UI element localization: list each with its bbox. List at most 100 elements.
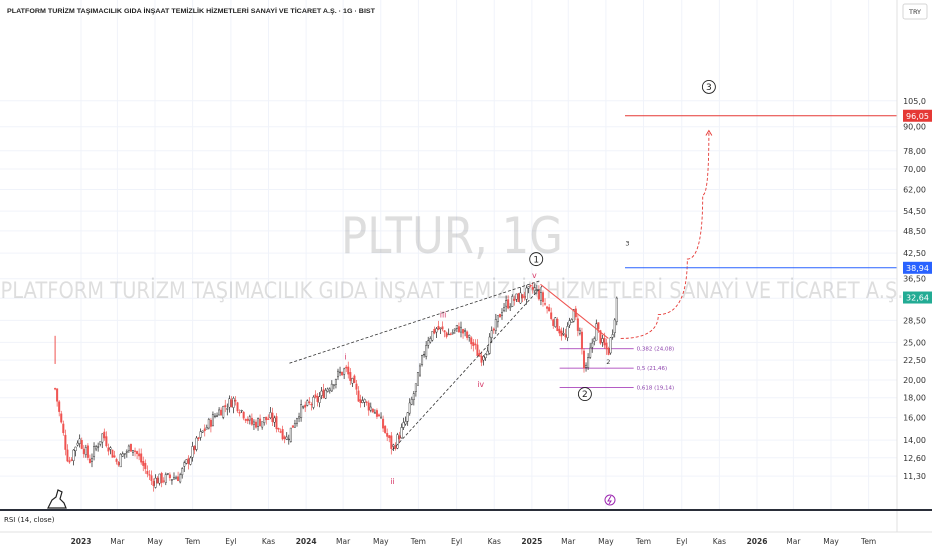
candle-body (88, 458, 91, 463)
candle-body (261, 421, 264, 428)
candle-body (560, 330, 563, 337)
currency-button[interactable]: TRY (902, 3, 928, 20)
y-tick-label: 62,00 (903, 185, 926, 194)
candle-body (328, 388, 331, 391)
currency-label: TRY (908, 8, 921, 16)
candle-body (152, 481, 155, 486)
watermark-company: PLATFORM TURİZM TAŞIMACILIK GIDA İNŞAAT … (1, 276, 904, 304)
candle-body (478, 353, 481, 357)
candle-body (566, 326, 569, 339)
candle-body (462, 329, 465, 334)
candle-body (410, 399, 413, 405)
candle-body (113, 455, 116, 458)
candle-body (482, 356, 485, 361)
candle-body (304, 404, 307, 408)
candle-body (148, 474, 151, 476)
y-tick-label: 70,00 (903, 165, 926, 174)
candle-body (353, 375, 356, 383)
candle-body (375, 410, 378, 417)
candle-body (144, 462, 147, 470)
candle-body (267, 418, 270, 420)
symbol-title: PLATFORM TURİZM TAŞIMACILIK GIDA İNŞAAT … (7, 7, 375, 15)
wave-label: 3 (625, 239, 629, 247)
rsi-indicator-label[interactable]: RSI (14, close) (4, 516, 55, 524)
candle-body (330, 383, 333, 392)
candle-body (222, 406, 225, 418)
watermark: PLTUR, 1G PLATFORM TURİZM TAŞIMACILIK GI… (1, 207, 904, 304)
candle-body (568, 320, 571, 326)
candle-body (312, 396, 315, 408)
candle-body (162, 480, 165, 482)
candle-body (554, 317, 557, 327)
y-tick-label: 11,30 (903, 472, 926, 481)
candle-body (394, 445, 397, 449)
candle-body (80, 440, 83, 449)
candle-body (402, 422, 405, 428)
candle-body (74, 446, 77, 452)
pane-separator[interactable] (0, 509, 932, 511)
candle-body (101, 433, 104, 443)
candle-body (234, 399, 237, 402)
candle-body (390, 435, 393, 449)
candle-body (142, 461, 145, 466)
y-tick-label: 36,50 (903, 275, 926, 284)
candle-body (265, 416, 268, 421)
candle-body (523, 296, 526, 298)
y-tick-label: 14,00 (903, 436, 926, 445)
candle-body (224, 405, 227, 408)
candle-body (365, 401, 368, 403)
candle-body (359, 399, 362, 404)
wave-label: iii (440, 310, 447, 319)
candle-body (531, 287, 534, 290)
candle-body (70, 459, 73, 461)
candle-body (213, 415, 216, 417)
candle-body (191, 446, 194, 458)
y-tick-label: 22,50 (903, 356, 926, 365)
candle-body (535, 289, 538, 291)
price-badge-label: 38,94 (906, 264, 929, 273)
y-tick-label: 105,0 (903, 97, 926, 106)
candle-body (226, 408, 229, 410)
candle-body (111, 449, 114, 458)
price-lines (625, 115, 897, 269)
candle-body (470, 337, 473, 345)
candle-body (441, 326, 444, 330)
wave-label: i (344, 352, 346, 361)
candle-body (615, 297, 618, 322)
candle-body (384, 425, 387, 433)
candle-body (54, 388, 57, 390)
candle-body (123, 453, 126, 455)
candle-body (377, 414, 380, 417)
y-tick-label: 25,00 (903, 338, 926, 347)
channel-lower-line (392, 285, 543, 451)
candle-body (572, 309, 575, 322)
x-axis[interactable]: 2023 Mar May Tem Eyl Kas 2024 Mar May Tem Eyl Kas 20… (71, 537, 877, 546)
candle-body (230, 399, 233, 408)
candle-body (347, 366, 350, 375)
candle-body (238, 412, 241, 414)
price-badge-label: 96,05 (906, 112, 929, 121)
candle-body (58, 401, 61, 412)
candle-body (160, 473, 163, 483)
x-tick-label: Mar (110, 537, 125, 546)
candle-body (168, 474, 171, 479)
candle-body (109, 447, 112, 450)
candle-body (259, 418, 262, 427)
candle-body (388, 435, 391, 439)
candle-body (433, 328, 436, 334)
lightning-icon[interactable] (604, 494, 616, 506)
x-tick-label: Kas (262, 537, 275, 546)
candle-body (439, 327, 442, 329)
candle-body (289, 427, 292, 442)
candle-body (287, 438, 290, 441)
candle-body (308, 401, 311, 404)
candle-body (488, 336, 491, 354)
candle-body (490, 330, 493, 338)
candle-body (314, 394, 317, 398)
candle-body (578, 330, 581, 334)
x-tick-label: Kas (488, 537, 501, 546)
candle-body (494, 319, 497, 331)
candle-body (552, 319, 555, 326)
